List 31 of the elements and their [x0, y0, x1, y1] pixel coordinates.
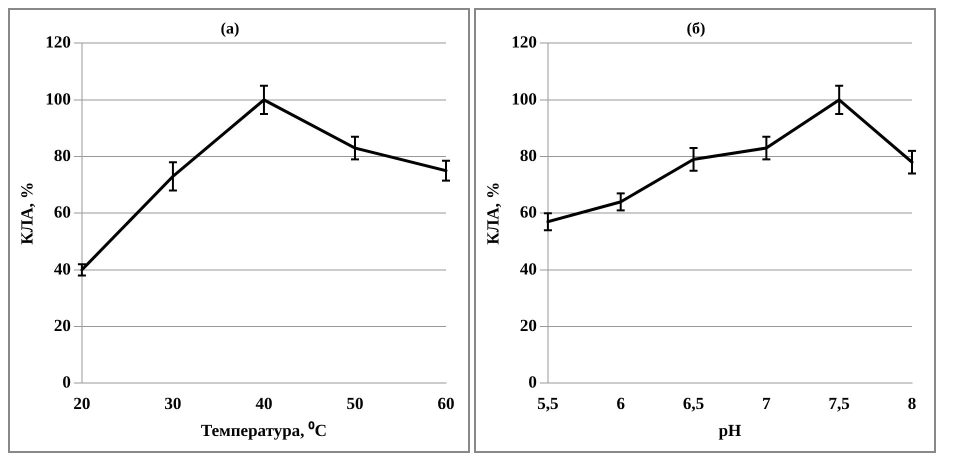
- x-tick-label: 30: [164, 394, 182, 413]
- y-axis-title: КЛА, %: [18, 182, 37, 245]
- y-tick-label: 20: [54, 316, 71, 335]
- x-tick-label: 20: [73, 394, 90, 413]
- x-axis-title: Температура, ⁰C: [200, 421, 327, 440]
- chart-title: (a): [220, 20, 240, 38]
- y-tick-label: 60: [54, 202, 71, 222]
- y-tick-label: 120: [45, 32, 71, 52]
- chart-title: (б): [686, 20, 706, 38]
- y-tick-label: 40: [54, 259, 71, 278]
- x-tick-label: 7: [762, 394, 772, 413]
- x-tick-label: 7,5: [828, 394, 850, 413]
- y-tick-label: 100: [511, 89, 537, 108]
- x-tick-label: 6,5: [682, 394, 704, 413]
- x-tick-label: 60: [438, 394, 454, 413]
- y-tick-label: 100: [45, 89, 71, 108]
- y-tick-label: 20: [520, 316, 537, 335]
- y-tick-label: 40: [520, 259, 537, 278]
- y-tick-label: 80: [520, 146, 537, 165]
- y-tick-label: 120: [511, 32, 537, 52]
- y-tick-label: 80: [54, 146, 71, 165]
- x-tick-label: 50: [346, 394, 364, 413]
- y-tick-label: 0: [62, 372, 71, 392]
- x-tick-label: 8: [908, 394, 916, 413]
- y-axis-title: КЛА, %: [484, 182, 503, 245]
- x-tick-label: 40: [255, 394, 272, 413]
- y-tick-label: 60: [520, 202, 537, 222]
- x-axis-title: pH: [718, 421, 742, 440]
- x-tick-label: 5,5: [537, 394, 559, 413]
- y-tick-label: 0: [528, 372, 537, 392]
- x-tick-label: 6: [616, 394, 625, 413]
